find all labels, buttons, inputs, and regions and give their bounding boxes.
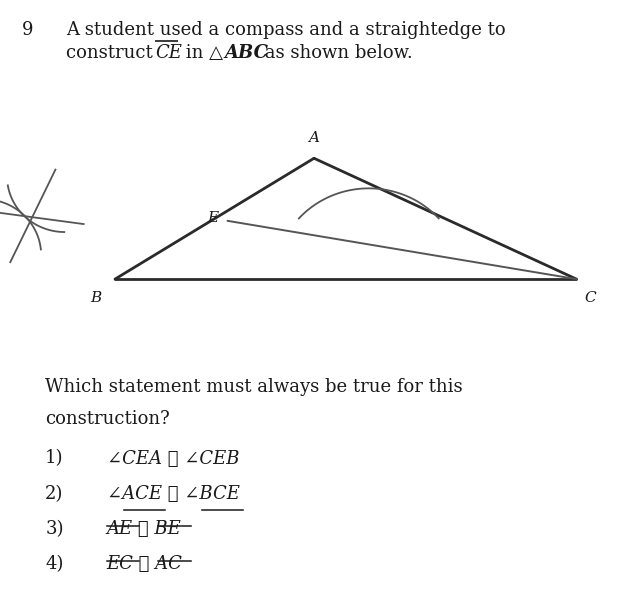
Text: 9: 9 [22,21,33,39]
Text: construct: construct [66,44,159,62]
Text: CE: CE [155,44,182,62]
Text: ∠ACE ≅ ∠BCE: ∠ACE ≅ ∠BCE [107,485,240,503]
Text: ABC: ABC [224,44,268,62]
Text: ∠CEA ≅ ∠CEB: ∠CEA ≅ ∠CEB [107,450,239,468]
Text: E: E [207,211,218,225]
Text: AE ≅ BE: AE ≅ BE [107,520,181,538]
Text: B: B [90,291,101,305]
Text: as shown below.: as shown below. [259,44,413,62]
Text: in △: in △ [180,44,223,62]
Text: 2): 2) [45,485,63,503]
Text: EC ≅ AC: EC ≅ AC [107,555,182,573]
Text: 3): 3) [45,520,64,538]
Text: 1): 1) [45,450,64,468]
Text: construction?: construction? [45,410,170,428]
Text: C: C [584,291,596,305]
Text: A student used a compass and a straightedge to: A student used a compass and a straighte… [66,21,505,39]
Text: Which statement must always be true for this: Which statement must always be true for … [45,378,463,396]
Text: A: A [308,131,320,145]
Text: 4): 4) [45,555,63,573]
